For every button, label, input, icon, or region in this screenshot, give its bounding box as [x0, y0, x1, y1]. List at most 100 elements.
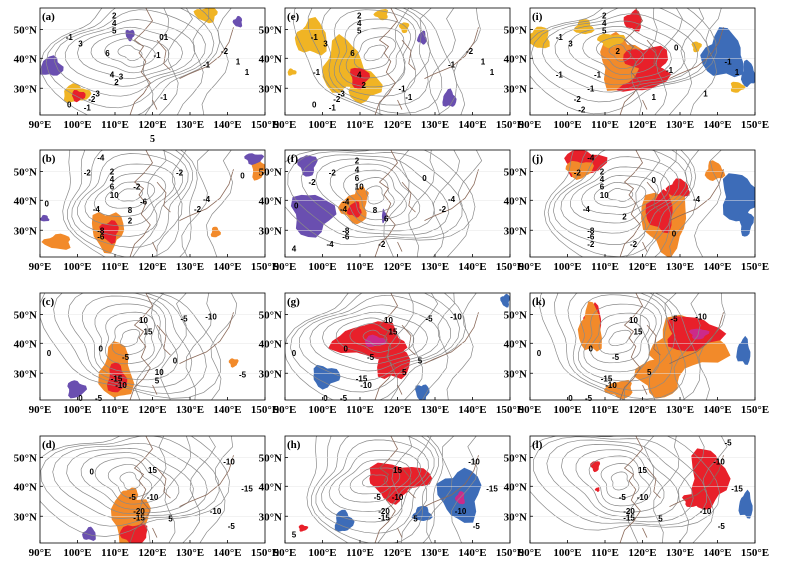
- contour-value-label: -5: [724, 438, 732, 447]
- x-tick-label: 140°E: [703, 547, 731, 559]
- contour-value-label: -4: [583, 205, 591, 214]
- shaded-blue-region: [738, 489, 753, 519]
- contour-value-label: -6: [587, 233, 595, 242]
- contour-value-label: 6: [350, 49, 355, 58]
- coastline: [619, 436, 643, 543]
- contour-line: [199, 436, 234, 543]
- x-tick-label: 100°E: [553, 261, 581, 273]
- contour-value-label: -10: [392, 493, 404, 502]
- x-tick-label: 110°E: [591, 404, 619, 416]
- x-tick-label: 90°E: [274, 547, 297, 559]
- shaded-blue-region: [334, 509, 355, 532]
- contour-line: [630, 8, 658, 115]
- contour-line: [321, 8, 429, 106]
- shaded-purple-region: [125, 29, 135, 42]
- contour-line: [404, 293, 439, 400]
- contour-value-label: 2: [128, 217, 133, 226]
- contour-line: [610, 471, 630, 491]
- contour-line: [104, 311, 156, 365]
- contour-value-label: 1: [735, 68, 740, 77]
- contour-line: [315, 158, 435, 232]
- shaded-red-region: [623, 9, 642, 32]
- contour-value-label: -2: [466, 47, 474, 56]
- contour-value-label: -1: [329, 104, 337, 113]
- shaded-orange-region: [634, 359, 685, 399]
- contour-line: [673, 293, 701, 400]
- contour-line: [93, 173, 167, 217]
- y-tick-label: 50°N: [259, 452, 282, 464]
- contour-line: [156, 150, 187, 257]
- coastline: [642, 241, 648, 252]
- contour-value-label: -5: [367, 353, 375, 362]
- x-tick-label: 150°E: [251, 119, 279, 131]
- contour-line: [40, 293, 221, 399]
- contour-value-label: 3: [568, 39, 573, 48]
- contour-value-label: 0: [292, 349, 297, 358]
- contour-value-label: -1: [556, 70, 564, 79]
- contour-line: [379, 8, 410, 115]
- coastline: [179, 169, 234, 221]
- contour-value-label: -10: [468, 458, 480, 467]
- y-tick-label: 30°N: [14, 511, 37, 523]
- panel-label: (f): [287, 153, 298, 165]
- contour-line: [40, 8, 220, 115]
- x-tick-label: 100°E: [553, 404, 581, 416]
- y-tick-label: 30°N: [504, 511, 527, 523]
- panel-plot-area: [40, 293, 265, 400]
- contour-line: [600, 463, 640, 499]
- x-tick-label: 90°E: [29, 404, 52, 416]
- contour-value-label: 0: [323, 394, 328, 403]
- contour-value-label: 10: [384, 316, 393, 325]
- contour-value-label: 10: [600, 191, 609, 200]
- contour-value-label: 0: [344, 345, 349, 354]
- contour-value-label: 6: [105, 49, 110, 58]
- contour-line: [104, 181, 156, 209]
- contour-line: [66, 448, 194, 514]
- map-panel-l: 90°E 100°E 110°E 120°E 130°E 140°E 150°E 30°N 40…: [504, 435, 769, 559]
- contour-line: [554, 293, 686, 400]
- shaded-orange-region: [604, 379, 633, 400]
- contour-value-label: 1: [652, 93, 657, 102]
- panel-plot-area: [285, 293, 510, 400]
- contour-line: [139, 436, 167, 543]
- coastline: [669, 312, 724, 364]
- contour-line: [201, 8, 232, 115]
- contour-value-label: -5: [585, 394, 593, 403]
- contour-line: [560, 156, 680, 234]
- contour-value-label: -8: [342, 226, 350, 235]
- shaded-orange-region: [565, 160, 594, 180]
- y-tick-label: 30°N: [259, 225, 282, 237]
- x-tick-label: 120°E: [138, 547, 166, 559]
- contour-line: [64, 19, 196, 87]
- coastline: [669, 169, 724, 221]
- panel-background: [40, 150, 265, 257]
- contour-value-label: -6: [342, 233, 350, 242]
- contour-line: [285, 150, 476, 246]
- contour-value-label: -15: [623, 513, 635, 522]
- y-tick-label: 40°N: [259, 53, 282, 65]
- contour-value-label: -15: [111, 375, 123, 384]
- contour-value-label: 10: [355, 182, 364, 191]
- shaded-purple-region: [67, 380, 88, 399]
- contour-line: [104, 38, 156, 68]
- contour-value-label: -1: [448, 61, 456, 70]
- contour-line: [408, 150, 435, 257]
- contour-line: [182, 436, 216, 543]
- contour-value-label: 2: [357, 11, 362, 20]
- panel-label: (e): [287, 11, 300, 23]
- shaded-red-region: [346, 201, 362, 218]
- contour-value-label: 5: [155, 377, 160, 386]
- contour-value-label: -4: [97, 153, 105, 162]
- x-tick-label: 130°E: [421, 404, 449, 416]
- contour-value-label: 0: [240, 172, 245, 181]
- shaded-purple-region: [442, 88, 457, 107]
- contour-line: [644, 150, 677, 257]
- contour-line: [117, 188, 143, 202]
- coastline: [374, 293, 398, 400]
- contour-line: [689, 8, 722, 115]
- contour-value-label: 5: [357, 26, 362, 35]
- contour-line: [648, 293, 677, 400]
- contour-value-label: -5: [129, 493, 137, 502]
- contour-line: [608, 329, 632, 347]
- y-tick-label: 40°N: [14, 481, 37, 493]
